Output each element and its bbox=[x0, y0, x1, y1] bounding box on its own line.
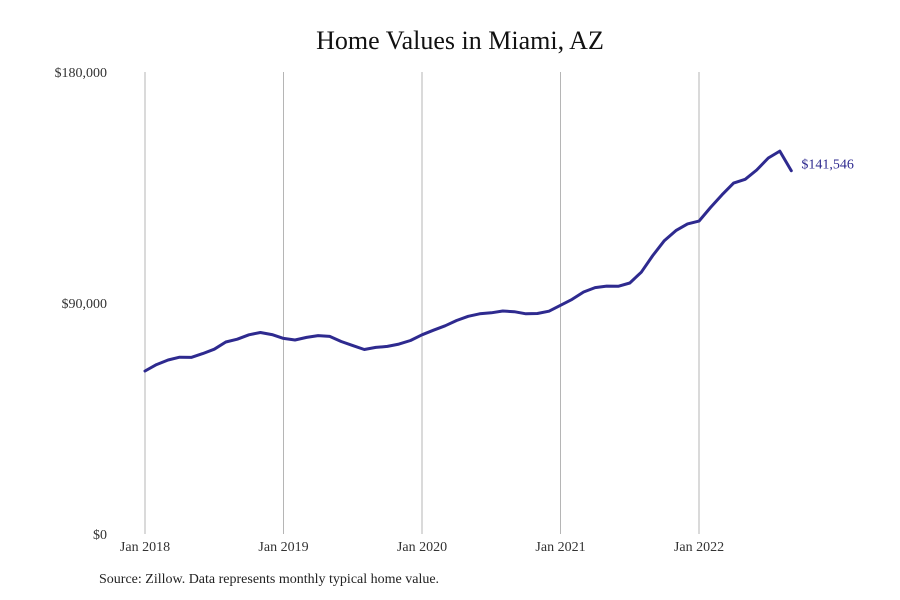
x-axis-tick-labels: Jan 2018 Jan 2019 Jan 2020 Jan 2021 Jan 2022 bbox=[120, 540, 724, 555]
x-tick-label: Jan 2022 bbox=[674, 540, 724, 555]
source-note: Source: Zillow. Data represents monthly … bbox=[99, 572, 440, 587]
y-axis-tick-labels: $0 $90,000 $180,000 bbox=[55, 66, 108, 543]
series-line bbox=[143, 149, 793, 373]
x-tick-label: Jan 2018 bbox=[120, 540, 170, 555]
gridlines bbox=[144, 72, 700, 534]
y-tick-label: $180,000 bbox=[55, 66, 108, 81]
y-tick-label: $0 bbox=[93, 528, 107, 543]
x-tick-label: Jan 2021 bbox=[535, 540, 585, 555]
chart-title: Home Values in Miami, AZ bbox=[316, 26, 604, 55]
x-tick-label: Jan 2019 bbox=[258, 540, 308, 555]
end-value-label: $141,546 bbox=[801, 158, 854, 173]
x-tick-label: Jan 2020 bbox=[397, 540, 447, 555]
series-group: $141,546 bbox=[143, 149, 854, 373]
y-tick-label: $90,000 bbox=[62, 297, 108, 312]
